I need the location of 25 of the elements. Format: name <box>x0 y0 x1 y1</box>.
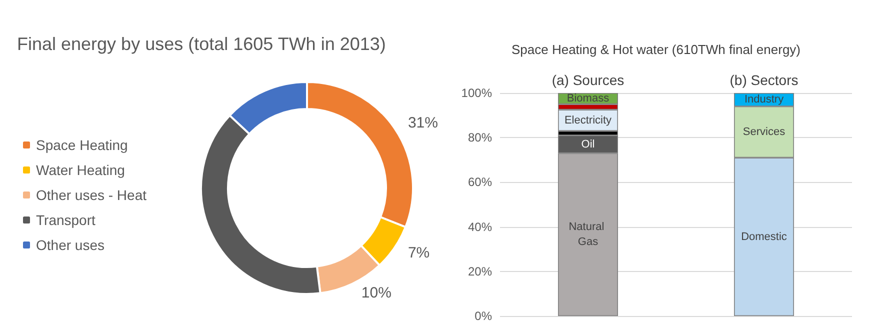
legend-label: Transport <box>36 212 96 228</box>
x-tick-label: (a) Sources <box>552 72 624 88</box>
series-label: Domestic <box>741 230 788 243</box>
y-tick-label: 60% <box>468 175 492 190</box>
chart-title: Final energy by uses (total 1605 TWh in 2013) <box>17 34 386 54</box>
x-tick-label: (b) Sectors <box>730 72 798 88</box>
series-label: Industry <box>744 94 784 106</box>
y-tick-label: 40% <box>468 220 492 234</box>
y-tick-label: 100% <box>461 86 492 100</box>
legend-label: Space Heating <box>36 137 128 153</box>
legend-label: Water Heating <box>36 162 125 178</box>
y-tick-label: 20% <box>468 264 492 278</box>
series-label: Oil <box>581 138 595 150</box>
series-label: Biomass <box>566 92 610 105</box>
legend-label: Other uses <box>36 237 104 253</box>
series-label: Electricity <box>564 114 612 126</box>
legend-label: Other uses - Heat <box>36 187 147 203</box>
chart-title: Space Heating & Hot water (610TWh final energy) <box>511 42 801 57</box>
data-label: 10% <box>361 284 392 302</box>
y-tick-label: 0% <box>474 309 492 323</box>
y-tick-label: 80% <box>468 130 492 145</box>
series-label: Services <box>742 126 786 138</box>
series-label: Natural Gas <box>568 221 608 248</box>
data-label: 31% <box>408 114 438 132</box>
data-label: 7% <box>408 244 430 262</box>
